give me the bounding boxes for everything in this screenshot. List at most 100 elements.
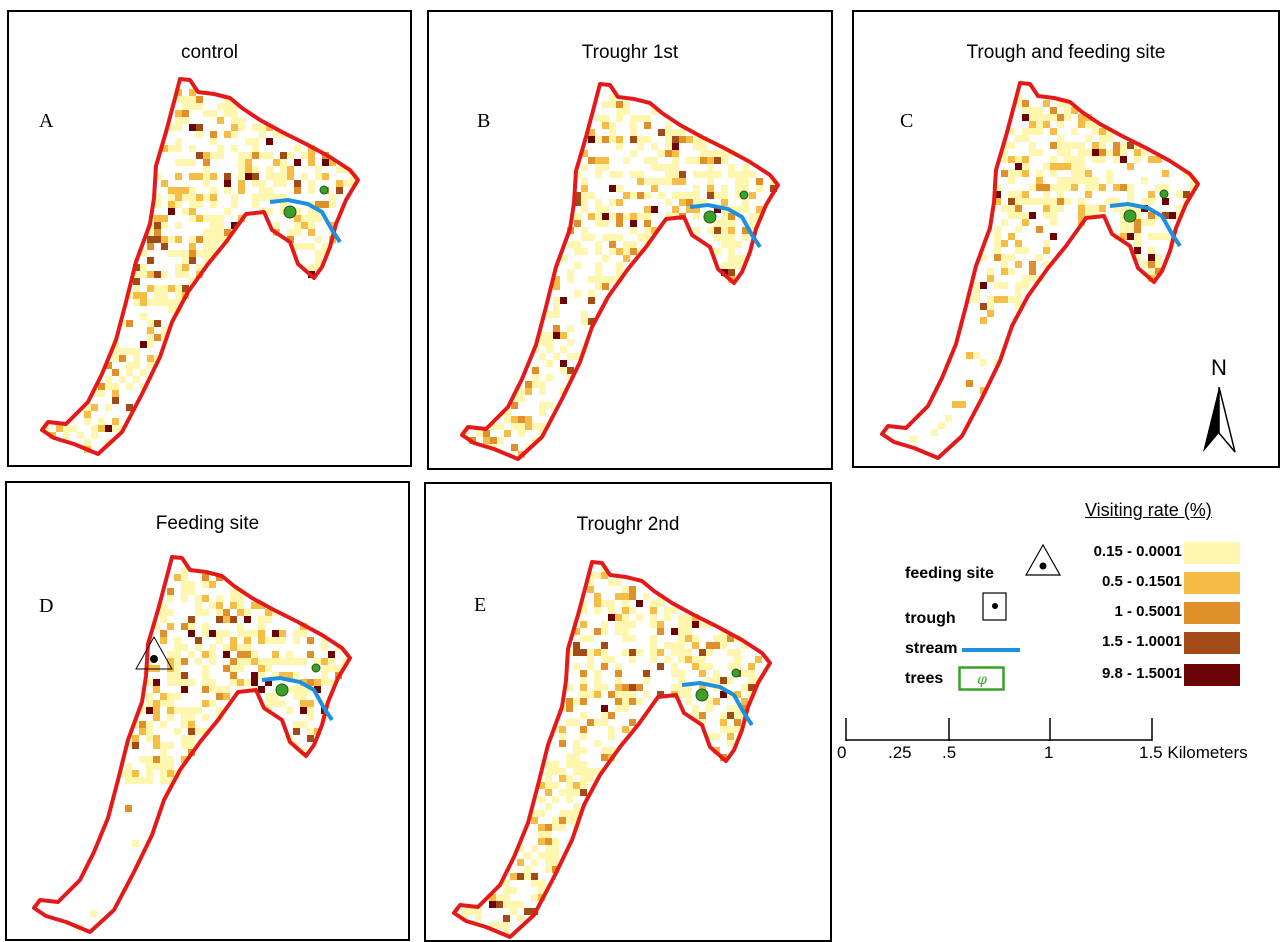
visit-cell [301,215,308,222]
visit-cell [615,614,622,621]
visit-cell [601,642,608,649]
visit-cell [517,845,524,852]
visit-cell [168,201,175,208]
visit-cell [573,754,580,761]
visit-cell [559,810,566,817]
visit-cell [650,642,657,649]
visit-cell [174,658,181,665]
visit-cell [1022,212,1029,219]
visit-cell [671,663,678,670]
visit-cell [188,728,195,735]
visit-cell [1036,149,1043,156]
visit-cell [714,220,721,227]
visit-cell [539,388,546,395]
visit-cell [146,728,153,735]
visit-cell [581,192,588,199]
visit-cell [665,199,672,206]
visit-cell [238,166,245,173]
visit-cell [538,782,545,789]
visit-cell [601,649,608,656]
visit-cell [602,115,609,122]
visit-cell [91,390,98,397]
visit-cell [153,623,160,630]
visit-cell [202,714,209,721]
visit-cell [224,180,231,187]
visit-cell [503,901,510,908]
visit-cell [566,705,573,712]
visit-cell [734,663,741,670]
visit-cell [139,777,146,784]
visit-cell [294,208,301,215]
visit-cell [566,754,573,761]
visit-cell [217,117,224,124]
visit-cell [616,262,623,269]
visit-cell [721,157,728,164]
visit-cell [237,658,244,665]
visit-cell [545,803,552,810]
visit-cell [601,621,608,628]
visit-cell [594,593,601,600]
visit-cell [258,672,265,679]
visit-cell [1008,191,1015,198]
visit-cell [336,180,343,187]
visit-cell [252,194,259,201]
visit-cell [1078,142,1085,149]
visit-cell [307,637,314,644]
visit-cell [188,630,195,637]
visit-cell [266,124,273,131]
visit-cell [735,262,742,269]
visit-cell [1036,107,1043,114]
visit-cell [307,735,314,742]
visit-cell [224,96,231,103]
visit-cell [202,623,209,630]
visit-cell [679,178,686,185]
visit-cell [615,579,622,586]
visit-cell [581,185,588,192]
visit-cell [160,756,167,763]
visit-cell [182,271,189,278]
visit-cell [1106,149,1113,156]
visit-cell [616,220,623,227]
visit-cell [161,285,168,292]
visit-cell [245,166,252,173]
visit-cell [1120,233,1127,240]
visit-cell [588,192,595,199]
visit-cell [307,679,314,686]
visit-cell [987,275,994,282]
visit-cell [258,616,265,623]
panel-title: Troughr 2nd [576,514,680,535]
visit-cell [742,227,749,234]
visit-cell [678,677,685,684]
visit-cell [1015,226,1022,233]
visit-cell [1036,198,1043,205]
visit-cell [1036,170,1043,177]
visit-cell [1071,184,1078,191]
visit-cell [475,915,482,922]
visit-cell [721,150,728,157]
visit-cell [714,157,721,164]
visit-cell [133,355,140,362]
visit-cell [231,103,238,110]
panel-title: Trough and feeding site [966,42,1166,63]
visit-cell [189,145,196,152]
scale-tick-15: 1.5 Kilometers [1139,743,1248,762]
visit-cell [994,184,1001,191]
visit-cell [174,707,181,714]
visit-cell [952,401,959,408]
visit-cell [595,171,602,178]
visit-cell [308,215,315,222]
visit-cell [146,658,153,665]
visit-cell [293,728,300,735]
visit-cell [265,700,272,707]
visit-cell [692,621,699,628]
visit-cell [700,171,707,178]
visit-cell [735,171,742,178]
visit-cell [629,691,636,698]
visit-cell [615,593,622,600]
visit-cell [616,213,623,220]
visit-cell [580,677,587,684]
visit-cell [1113,156,1120,163]
visit-cell [224,110,231,117]
visit-cell [1008,128,1015,135]
visit-cell [223,651,230,658]
